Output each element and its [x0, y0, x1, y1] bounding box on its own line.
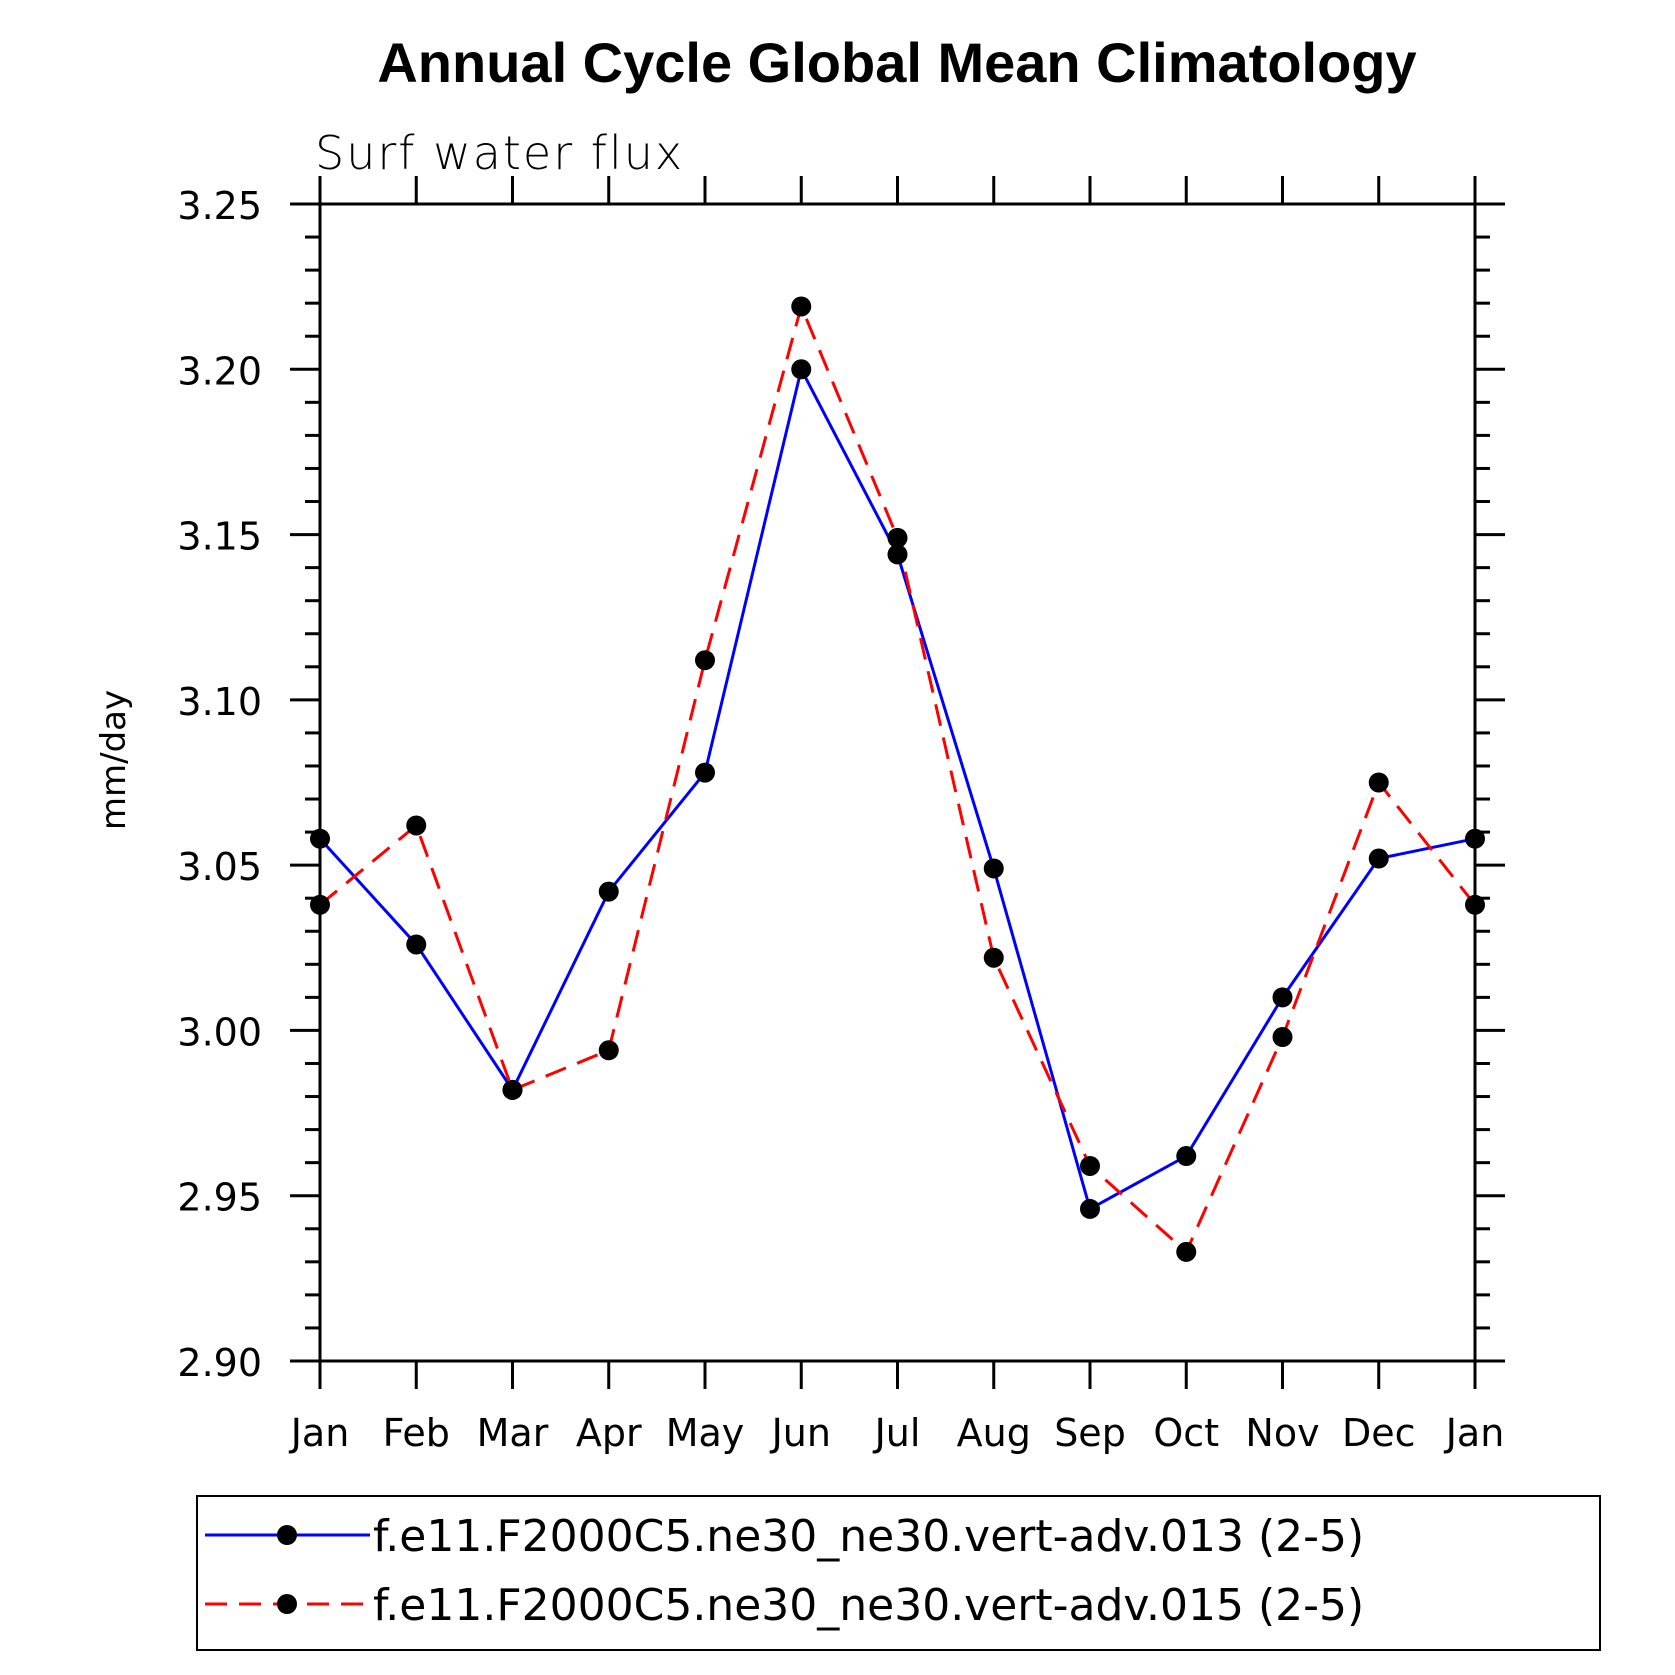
- x-tick-label: Aug: [957, 1411, 1031, 1455]
- series-2-point: [406, 815, 427, 836]
- series-2-point: [1176, 1241, 1197, 1262]
- series-1-point: [1176, 1146, 1197, 1167]
- x-tick-label: May: [666, 1411, 745, 1455]
- series-2-point: [1272, 1027, 1293, 1048]
- x-tick-label: Mar: [477, 1411, 549, 1455]
- series-layer: [310, 296, 1485, 1262]
- y-tick-label: 2.90: [177, 1341, 262, 1385]
- legend: f.e11.F2000C5.ne30_ne30.vert-adv.013 (2-…: [196, 1495, 1601, 1651]
- series-1-point: [310, 828, 330, 849]
- x-tick-label: Jan: [1444, 1411, 1505, 1455]
- series-2-point: [983, 947, 1004, 968]
- x-tick-labels: Jan Feb Mar Apr May Jun Jul Aug Sep Oct Nov Dec Jan: [289, 1411, 1505, 1455]
- x-tick-label: Sep: [1054, 1411, 1126, 1455]
- y-tick-label: 2.95: [177, 1176, 262, 1220]
- chart-title: Annual Cycle Global Mean Climatology: [377, 31, 1416, 94]
- legend-marker-1: [277, 1525, 297, 1545]
- x-tick-label: Jun: [770, 1411, 831, 1455]
- x-tick-label: Jul: [873, 1411, 921, 1455]
- series-1-point: [887, 544, 908, 565]
- series-line-2: [319, 301, 1477, 1255]
- x-tick-label: Jan: [289, 1411, 350, 1455]
- x-tick-label: Nov: [1245, 1411, 1319, 1455]
- y-tick-label: 3.05: [177, 845, 262, 889]
- y-tick-label: 3.15: [177, 515, 262, 559]
- series-1-point: [695, 762, 715, 783]
- y-axis-label: mm/day: [94, 690, 134, 830]
- series-2-point: [1080, 1155, 1100, 1176]
- series-1-point: [791, 359, 812, 380]
- series-2-point: [1368, 772, 1389, 793]
- series-2-point: [791, 296, 812, 317]
- series-2-point: [598, 1040, 619, 1061]
- series-2-point: [310, 894, 330, 915]
- legend-items: f.e11.F2000C5.ne30_ne30.vert-adv.013 (2-…: [205, 1511, 1364, 1631]
- series-1-point: [1272, 987, 1293, 1008]
- series-1-point: [1465, 828, 1485, 849]
- y-tick-labels: 2.90 2.95 3.00 3.05 3.10 3.15 3.20 3.25: [177, 184, 262, 1385]
- x-tick-label: Apr: [576, 1411, 642, 1455]
- legend-label-1: f.e11.F2000C5.ne30_ne30.vert-adv.013 (2-…: [373, 1511, 1364, 1562]
- series-1-point: [1368, 848, 1389, 869]
- series-2-point: [887, 527, 908, 548]
- series-2-point: [1465, 894, 1485, 915]
- y-tick-label: 3.20: [177, 349, 262, 393]
- series-2-point: [695, 650, 715, 671]
- x-tick-label: Dec: [1342, 1411, 1416, 1455]
- y-tick-label: 3.10: [177, 680, 262, 724]
- axis-ticks: [290, 176, 1505, 1389]
- y-tick-label: 3.25: [177, 184, 262, 228]
- chart-subtitle: Surf water flux: [315, 126, 684, 180]
- y-tick-label: 3.00: [177, 1010, 262, 1054]
- x-tick-label: Oct: [1153, 1411, 1219, 1455]
- series-1-point: [1080, 1198, 1100, 1219]
- legend-label-2: f.e11.F2000C5.ne30_ne30.vert-adv.015 (2-…: [373, 1580, 1364, 1631]
- x-tick-label: Feb: [383, 1411, 450, 1455]
- series-1-point: [983, 858, 1004, 879]
- series-1-point: [406, 934, 427, 955]
- legend-marker-2: [277, 1594, 297, 1614]
- legend-box: [196, 1495, 1601, 1651]
- plot-frame: [318, 202, 1477, 1363]
- series-line-1: [318, 365, 1476, 1212]
- series-2-point: [502, 1079, 523, 1100]
- series-1-point: [598, 881, 619, 902]
